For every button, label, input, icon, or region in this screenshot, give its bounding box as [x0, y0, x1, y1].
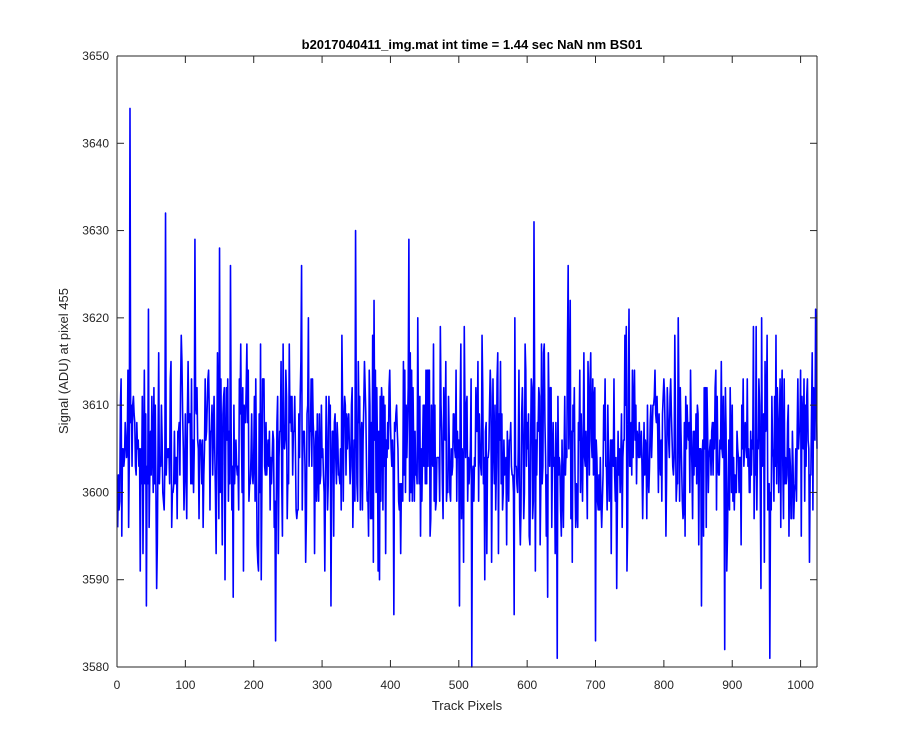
y-tick-label: 3650 — [82, 49, 109, 63]
y-tick-label: 3580 — [82, 660, 109, 674]
signal-series-line — [116, 107, 818, 668]
y-tick-label: 3590 — [82, 573, 109, 587]
plot-area — [117, 56, 817, 667]
x-tick-label: 100 — [175, 678, 195, 692]
series-group — [116, 107, 818, 668]
x-tick-label: 300 — [312, 678, 332, 692]
y-ticks: 3580 3590 3600 3610 3620 3630 3640 3650 — [82, 49, 817, 674]
x-tick-label: 1000 — [787, 678, 814, 692]
x-tick-label: 700 — [586, 678, 606, 692]
y-axis-label: Signal (ADU) at pixel 455 — [56, 288, 71, 434]
y-tick-label: 3630 — [82, 224, 109, 238]
x-tick-label: 400 — [380, 678, 400, 692]
x-axis-label: Track Pixels — [432, 698, 503, 713]
y-tick-label: 3610 — [82, 398, 109, 412]
x-tick-label: 600 — [517, 678, 537, 692]
y-tick-label: 3600 — [82, 485, 109, 499]
y-tick-label: 3620 — [82, 311, 109, 325]
x-tick-label: 0 — [114, 678, 121, 692]
chart-title: b2017040411_img.mat int time = 1.44 sec … — [302, 37, 643, 52]
x-tick-label: 800 — [654, 678, 674, 692]
x-tick-label: 500 — [449, 678, 469, 692]
x-tick-label: 200 — [244, 678, 264, 692]
y-tick-label: 3640 — [82, 136, 109, 150]
x-tick-label: 900 — [722, 678, 742, 692]
x-ticks: 0 100 200 300 400 500 600 700 800 900 1000 — [114, 56, 814, 692]
axes-box — [116, 55, 818, 668]
